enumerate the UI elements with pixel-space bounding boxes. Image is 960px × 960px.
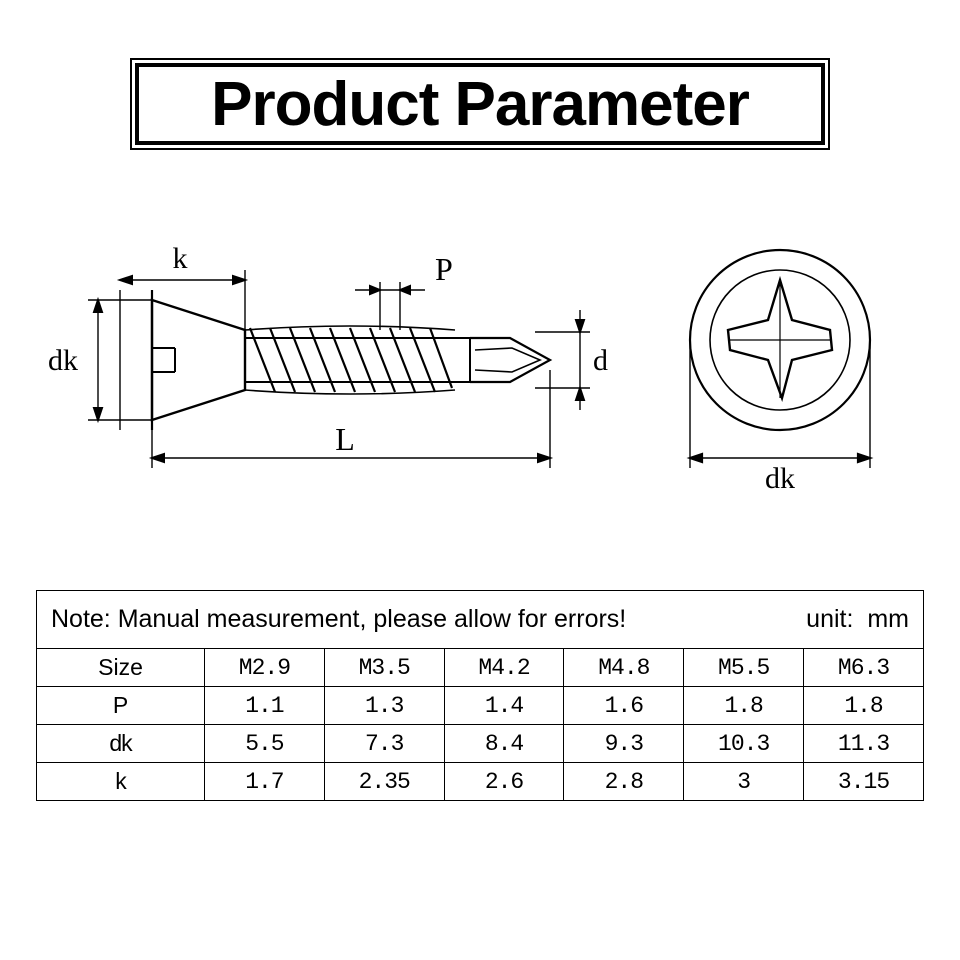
row-label-k: k [37, 763, 205, 801]
cell: 9.3 [564, 725, 684, 763]
cell: 5.5 [205, 725, 325, 763]
row-label-dk: dk [37, 725, 205, 763]
table-row: P 1.1 1.3 1.4 1.6 1.8 1.8 [37, 687, 924, 725]
label-p: P [435, 251, 453, 287]
col-3: M4.8 [564, 649, 684, 687]
table-row: k 1.7 2.35 2.6 2.8 3 3.15 [37, 763, 924, 801]
col-0: M2.9 [205, 649, 325, 687]
cell: 1.1 [205, 687, 325, 725]
col-1: M3.5 [324, 649, 444, 687]
page-title: Product Parameter [211, 69, 749, 140]
label-d: d [593, 344, 608, 377]
cell: 11.3 [804, 725, 924, 763]
cell: 3 [684, 763, 804, 801]
label-dk-top: dk [765, 462, 795, 495]
cell: 7.3 [324, 725, 444, 763]
row-label-p: P [37, 687, 205, 725]
title-frame-inner: Product Parameter [135, 63, 825, 145]
header-size: Size [37, 649, 205, 687]
table-note-row: Note: Manual measurement, please allow f… [37, 591, 924, 649]
table-row: dk 5.5 7.3 8.4 9.3 10.3 11.3 [37, 725, 924, 763]
table-header-row: Size M2.9 M3.5 M4.2 M4.8 M5.5 M6.3 [37, 649, 924, 687]
label-k: k [173, 242, 188, 275]
cell: 8.4 [444, 725, 564, 763]
cell: 1.8 [684, 687, 804, 725]
label-dk-side: dk [48, 344, 78, 377]
cell: 1.7 [205, 763, 325, 801]
cell: 10.3 [684, 725, 804, 763]
table-unit: unit: mm [806, 605, 909, 634]
cell: 2.35 [324, 763, 444, 801]
cell: 2.8 [564, 763, 684, 801]
table-note: Note: Manual measurement, please allow f… [51, 605, 626, 634]
cell: 1.8 [804, 687, 924, 725]
parameter-table-wrap: Note: Manual measurement, please allow f… [36, 590, 924, 801]
cell: 1.3 [324, 687, 444, 725]
diagram-area: k dk [40, 210, 920, 510]
label-l: L [335, 421, 355, 457]
cell: 1.6 [564, 687, 684, 725]
title-frame-outer: Product Parameter [130, 58, 830, 150]
col-2: M4.2 [444, 649, 564, 687]
screw-head-diagram: dk [660, 230, 900, 510]
cell: 3.15 [804, 763, 924, 801]
parameter-table: Note: Manual measurement, please allow f… [36, 590, 924, 801]
col-4: M5.5 [684, 649, 804, 687]
screw-side-diagram: k dk [40, 210, 640, 510]
cell: 1.4 [444, 687, 564, 725]
col-5: M6.3 [804, 649, 924, 687]
cell: 2.6 [444, 763, 564, 801]
